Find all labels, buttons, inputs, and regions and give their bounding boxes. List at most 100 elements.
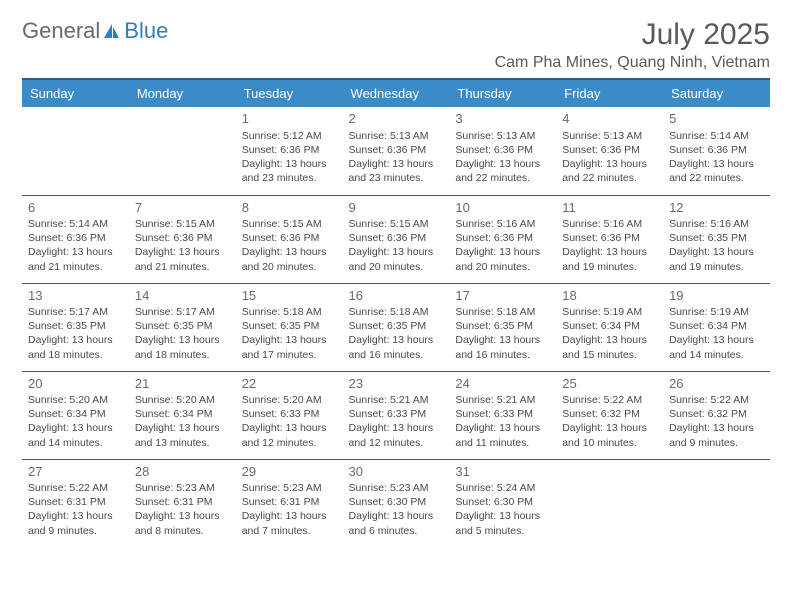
- calendar-cell: 30Sunrise: 5:23 AMSunset: 6:30 PMDayligh…: [343, 459, 450, 547]
- day-number: 6: [28, 199, 123, 217]
- calendar-cell: [129, 107, 236, 195]
- daylight-text: Daylight: 13 hours and 16 minutes.: [349, 333, 444, 361]
- calendar-cell: 2Sunrise: 5:13 AMSunset: 6:36 PMDaylight…: [343, 107, 450, 195]
- daylight-text: Daylight: 13 hours and 9 minutes.: [669, 421, 764, 449]
- day-header: Sunday: [22, 79, 129, 107]
- sunset-text: Sunset: 6:36 PM: [455, 231, 550, 245]
- daylight-text: Daylight: 13 hours and 23 minutes.: [242, 157, 337, 185]
- sunset-text: Sunset: 6:35 PM: [349, 319, 444, 333]
- daylight-text: Daylight: 13 hours and 23 minutes.: [349, 157, 444, 185]
- calendar-cell: 21Sunrise: 5:20 AMSunset: 6:34 PMDayligh…: [129, 371, 236, 459]
- sunrise-text: Sunrise: 5:23 AM: [135, 481, 230, 495]
- sunrise-text: Sunrise: 5:13 AM: [562, 129, 657, 143]
- sunset-text: Sunset: 6:34 PM: [28, 407, 123, 421]
- sunset-text: Sunset: 6:33 PM: [455, 407, 550, 421]
- sunrise-text: Sunrise: 5:23 AM: [349, 481, 444, 495]
- sunset-text: Sunset: 6:36 PM: [242, 231, 337, 245]
- sunset-text: Sunset: 6:35 PM: [135, 319, 230, 333]
- calendar-cell: 5Sunrise: 5:14 AMSunset: 6:36 PMDaylight…: [663, 107, 770, 195]
- day-number: 19: [669, 287, 764, 305]
- daylight-text: Daylight: 13 hours and 13 minutes.: [135, 421, 230, 449]
- daylight-text: Daylight: 13 hours and 11 minutes.: [455, 421, 550, 449]
- daylight-text: Daylight: 13 hours and 22 minutes.: [669, 157, 764, 185]
- calendar-cell: 23Sunrise: 5:21 AMSunset: 6:33 PMDayligh…: [343, 371, 450, 459]
- day-number: 18: [562, 287, 657, 305]
- day-number: 27: [28, 463, 123, 481]
- sunrise-text: Sunrise: 5:13 AM: [349, 129, 444, 143]
- sunrise-text: Sunrise: 5:20 AM: [28, 393, 123, 407]
- logo-sail-icon: [102, 22, 122, 40]
- calendar-cell: 10Sunrise: 5:16 AMSunset: 6:36 PMDayligh…: [449, 195, 556, 283]
- calendar-cell: 28Sunrise: 5:23 AMSunset: 6:31 PMDayligh…: [129, 459, 236, 547]
- day-header: Saturday: [663, 79, 770, 107]
- daylight-text: Daylight: 13 hours and 22 minutes.: [455, 157, 550, 185]
- sunrise-text: Sunrise: 5:18 AM: [242, 305, 337, 319]
- calendar-cell: 24Sunrise: 5:21 AMSunset: 6:33 PMDayligh…: [449, 371, 556, 459]
- month-title: July 2025: [495, 18, 770, 52]
- sunset-text: Sunset: 6:32 PM: [562, 407, 657, 421]
- daylight-text: Daylight: 13 hours and 17 minutes.: [242, 333, 337, 361]
- sunset-text: Sunset: 6:34 PM: [562, 319, 657, 333]
- day-number: 17: [455, 287, 550, 305]
- daylight-text: Daylight: 13 hours and 14 minutes.: [28, 421, 123, 449]
- day-number: 29: [242, 463, 337, 481]
- calendar-cell: 12Sunrise: 5:16 AMSunset: 6:35 PMDayligh…: [663, 195, 770, 283]
- daylight-text: Daylight: 13 hours and 7 minutes.: [242, 509, 337, 537]
- calendar-cell: 19Sunrise: 5:19 AMSunset: 6:34 PMDayligh…: [663, 283, 770, 371]
- sunrise-text: Sunrise: 5:20 AM: [242, 393, 337, 407]
- page-header: General Blue July 2025 Cam Pha Mines, Qu…: [22, 18, 770, 72]
- calendar-cell: 17Sunrise: 5:18 AMSunset: 6:35 PMDayligh…: [449, 283, 556, 371]
- calendar-cell: 22Sunrise: 5:20 AMSunset: 6:33 PMDayligh…: [236, 371, 343, 459]
- sunrise-text: Sunrise: 5:14 AM: [28, 217, 123, 231]
- calendar-cell: 8Sunrise: 5:15 AMSunset: 6:36 PMDaylight…: [236, 195, 343, 283]
- sunrise-text: Sunrise: 5:20 AM: [135, 393, 230, 407]
- sunset-text: Sunset: 6:35 PM: [242, 319, 337, 333]
- calendar-cell: 29Sunrise: 5:23 AMSunset: 6:31 PMDayligh…: [236, 459, 343, 547]
- calendar-row: 27Sunrise: 5:22 AMSunset: 6:31 PMDayligh…: [22, 459, 770, 547]
- sunrise-text: Sunrise: 5:15 AM: [135, 217, 230, 231]
- sunrise-text: Sunrise: 5:22 AM: [669, 393, 764, 407]
- calendar-cell: 18Sunrise: 5:19 AMSunset: 6:34 PMDayligh…: [556, 283, 663, 371]
- calendar-cell: 25Sunrise: 5:22 AMSunset: 6:32 PMDayligh…: [556, 371, 663, 459]
- day-number: 23: [349, 375, 444, 393]
- sunset-text: Sunset: 6:36 PM: [455, 143, 550, 157]
- day-number: 14: [135, 287, 230, 305]
- daylight-text: Daylight: 13 hours and 9 minutes.: [28, 509, 123, 537]
- logo-text-general: General: [22, 18, 100, 44]
- sunset-text: Sunset: 6:33 PM: [349, 407, 444, 421]
- calendar-cell: [556, 459, 663, 547]
- sunrise-text: Sunrise: 5:22 AM: [28, 481, 123, 495]
- day-number: 28: [135, 463, 230, 481]
- day-number: 10: [455, 199, 550, 217]
- calendar-cell: 27Sunrise: 5:22 AMSunset: 6:31 PMDayligh…: [22, 459, 129, 547]
- sunset-text: Sunset: 6:32 PM: [669, 407, 764, 421]
- calendar-cell: [22, 107, 129, 195]
- day-number: 12: [669, 199, 764, 217]
- sunrise-text: Sunrise: 5:17 AM: [28, 305, 123, 319]
- daylight-text: Daylight: 13 hours and 22 minutes.: [562, 157, 657, 185]
- daylight-text: Daylight: 13 hours and 18 minutes.: [28, 333, 123, 361]
- day-header: Thursday: [449, 79, 556, 107]
- sunrise-text: Sunrise: 5:18 AM: [455, 305, 550, 319]
- calendar-cell: 4Sunrise: 5:13 AMSunset: 6:36 PMDaylight…: [556, 107, 663, 195]
- calendar-cell: 20Sunrise: 5:20 AMSunset: 6:34 PMDayligh…: [22, 371, 129, 459]
- sunset-text: Sunset: 6:31 PM: [242, 495, 337, 509]
- sunrise-text: Sunrise: 5:13 AM: [455, 129, 550, 143]
- day-number: 7: [135, 199, 230, 217]
- sunset-text: Sunset: 6:36 PM: [562, 143, 657, 157]
- calendar-cell: 6Sunrise: 5:14 AMSunset: 6:36 PMDaylight…: [22, 195, 129, 283]
- calendar-cell: 13Sunrise: 5:17 AMSunset: 6:35 PMDayligh…: [22, 283, 129, 371]
- sunset-text: Sunset: 6:36 PM: [669, 143, 764, 157]
- logo-text-blue: Blue: [124, 18, 168, 44]
- sunset-text: Sunset: 6:31 PM: [28, 495, 123, 509]
- calendar-row: 6Sunrise: 5:14 AMSunset: 6:36 PMDaylight…: [22, 195, 770, 283]
- sunset-text: Sunset: 6:36 PM: [242, 143, 337, 157]
- sunrise-text: Sunrise: 5:16 AM: [562, 217, 657, 231]
- sunset-text: Sunset: 6:35 PM: [455, 319, 550, 333]
- day-number: 8: [242, 199, 337, 217]
- day-number: 9: [349, 199, 444, 217]
- day-header: Wednesday: [343, 79, 450, 107]
- sunset-text: Sunset: 6:34 PM: [669, 319, 764, 333]
- daylight-text: Daylight: 13 hours and 20 minutes.: [455, 245, 550, 273]
- sunrise-text: Sunrise: 5:18 AM: [349, 305, 444, 319]
